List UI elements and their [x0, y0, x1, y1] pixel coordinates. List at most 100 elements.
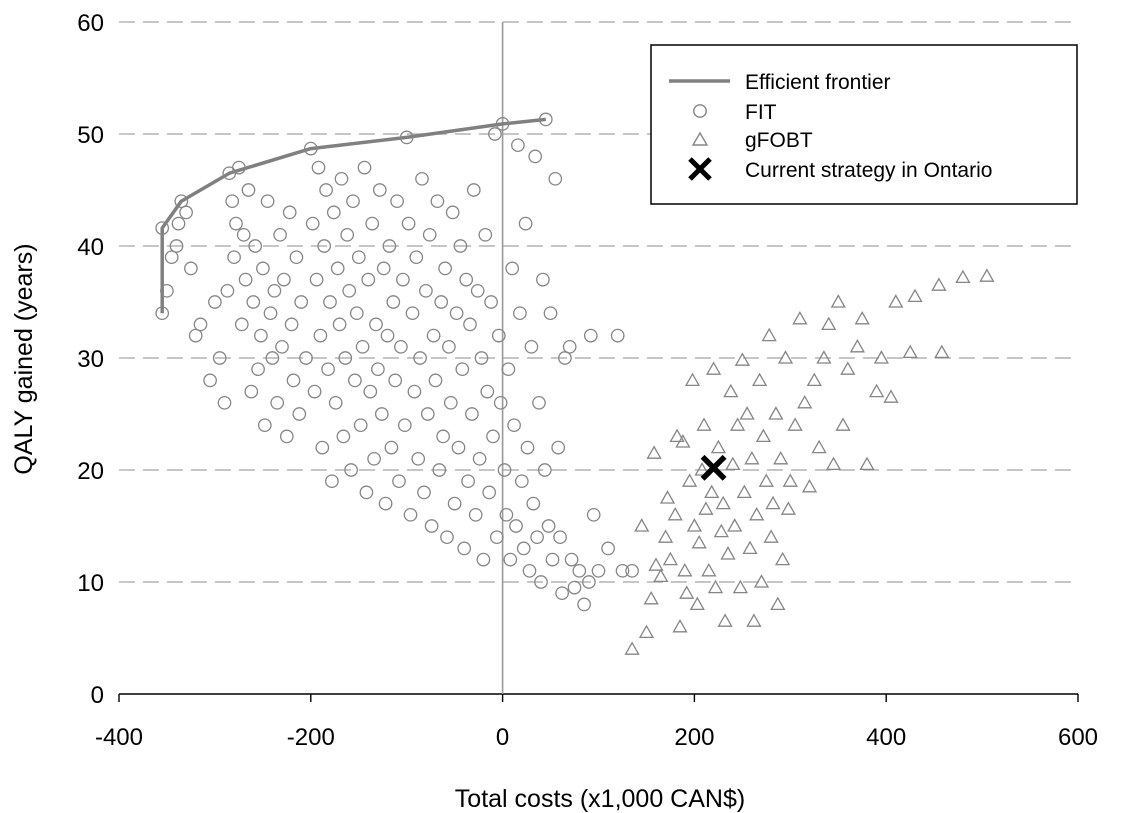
fit-point	[248, 239, 263, 253]
fit-point	[459, 272, 474, 287]
axes	[118, 22, 1079, 702]
gfobt-point	[773, 450, 789, 465]
gfobt-point	[734, 352, 751, 366]
fit-point	[275, 339, 289, 354]
fit-point	[311, 160, 326, 175]
fit-point	[340, 227, 355, 242]
fit-point	[374, 407, 389, 421]
fit-point	[220, 283, 235, 298]
fit-point	[558, 351, 572, 365]
gfobt-point	[835, 417, 851, 431]
fit-point	[367, 451, 381, 466]
gfobt-point	[902, 344, 918, 359]
gfobt-point	[675, 434, 691, 448]
fit-point	[601, 541, 615, 556]
fit-point	[365, 216, 380, 231]
x-axis-title: Total costs (x1,000 CAN$)	[455, 785, 745, 813]
fit-point	[361, 272, 376, 287]
fit-point	[265, 351, 280, 365]
fit-point	[382, 239, 397, 253]
gfobt-point	[691, 534, 707, 549]
fit-point	[372, 183, 387, 197]
gfobt-point	[768, 406, 784, 420]
fit-point	[474, 351, 489, 365]
fit-point	[445, 205, 460, 220]
fit-point	[292, 407, 307, 421]
gfobt-point	[749, 506, 765, 521]
fit-point	[453, 239, 468, 253]
gfobt-point	[907, 288, 923, 303]
gfobt-point	[686, 518, 703, 532]
gfobt-point	[638, 624, 655, 639]
gfobt-point	[770, 596, 786, 611]
gfobt-point	[765, 495, 781, 510]
gfobt-point	[787, 417, 803, 431]
fit-point	[386, 295, 401, 309]
gfobt-point	[753, 574, 770, 588]
fit-point	[468, 507, 483, 522]
fit-point	[394, 339, 408, 354]
fit-point	[229, 216, 243, 231]
fit-point	[277, 272, 291, 287]
legend: Efficient frontier FIT gFOBT Current str…	[650, 44, 1078, 205]
fit-point	[396, 272, 410, 287]
legend-gfobt-swatch	[691, 131, 709, 146]
legend-current-swatch	[688, 157, 712, 181]
fit-point	[497, 463, 512, 477]
fit-point	[476, 552, 491, 567]
legend-label-gfobt: gFOBT	[745, 129, 813, 152]
x-tick-label: 200	[674, 724, 714, 751]
data-points-layer	[155, 112, 995, 655]
fit-point	[461, 474, 475, 489]
gfobt-point	[727, 518, 743, 532]
y-tick-label: 20	[77, 458, 104, 485]
tick-labels: 0 10 20 30 40 50 60 -400 -200 0 200 400 600	[77, 10, 1098, 751]
fit-point	[399, 130, 414, 145]
fit-point	[305, 216, 320, 231]
fit-point	[338, 351, 353, 365]
y-tick-label: 30	[77, 346, 104, 373]
fit-point	[465, 407, 479, 421]
fit-point	[232, 160, 246, 175]
fit-point	[625, 563, 639, 578]
gfobt-point	[782, 473, 798, 487]
fit-point	[351, 250, 366, 265]
gfobt-point	[689, 596, 705, 611]
fit-point	[174, 194, 189, 209]
fit-point	[415, 171, 429, 186]
fit-point	[503, 552, 518, 567]
fit-point	[348, 373, 362, 388]
fit-point	[346, 194, 360, 209]
fit-point	[436, 429, 450, 444]
fit-point	[323, 295, 337, 309]
fit-point	[426, 328, 441, 343]
fit-point	[254, 328, 268, 343]
fit-point	[321, 362, 335, 377]
gfobt-point	[825, 456, 842, 471]
fit-point	[332, 317, 347, 332]
gfobt-point	[634, 518, 650, 532]
gfobt-point	[679, 585, 695, 599]
fit-point	[380, 328, 395, 343]
fit-point	[357, 160, 372, 175]
fit-point	[463, 317, 477, 332]
gfobt-point	[746, 613, 762, 627]
gfobt-point	[669, 428, 685, 443]
fit-point	[378, 496, 393, 511]
fit-point	[522, 563, 537, 578]
fit-point	[238, 272, 253, 287]
gfobt-point	[720, 546, 736, 560]
fit-point	[488, 127, 502, 141]
fit-point	[455, 362, 470, 377]
fit-point	[309, 272, 324, 287]
fit-point	[289, 250, 304, 265]
fit-point	[388, 373, 403, 388]
fit-point	[251, 362, 265, 377]
fit-point	[586, 507, 601, 522]
fit-point	[438, 261, 452, 276]
gfobt-point	[883, 389, 899, 403]
gfobt-point	[830, 294, 846, 308]
x-tick-label: -400	[95, 724, 143, 751]
gfobt-point	[723, 383, 739, 398]
fit-point	[217, 395, 232, 410]
